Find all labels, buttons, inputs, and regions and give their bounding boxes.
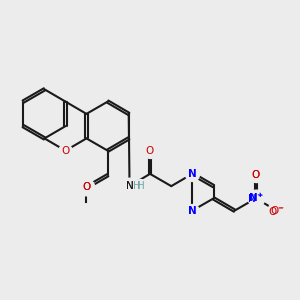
Text: O: O bbox=[61, 146, 70, 156]
Text: N: N bbox=[188, 169, 197, 179]
Text: O⁻: O⁻ bbox=[270, 206, 284, 216]
Text: N: N bbox=[126, 181, 134, 191]
Text: N: N bbox=[126, 181, 134, 191]
Text: N: N bbox=[188, 206, 197, 216]
Text: O$^-$: O$^-$ bbox=[268, 205, 285, 217]
Text: O: O bbox=[252, 170, 260, 180]
Text: O: O bbox=[82, 182, 91, 193]
Text: O: O bbox=[252, 170, 260, 180]
Text: H: H bbox=[136, 181, 144, 191]
Text: H: H bbox=[133, 181, 141, 191]
Text: N⁺: N⁺ bbox=[249, 194, 263, 203]
Text: O: O bbox=[146, 146, 154, 156]
Text: O: O bbox=[82, 182, 91, 193]
Text: N$^+$: N$^+$ bbox=[248, 192, 264, 205]
